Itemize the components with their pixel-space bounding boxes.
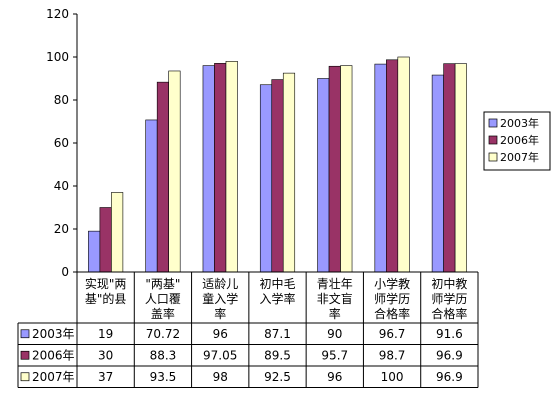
table-legend-key [20,329,30,339]
bar [88,230,101,273]
category-label: 适龄儿 [202,277,238,291]
bar [214,63,227,273]
bar [340,65,353,273]
table-cell-value: 98 [213,370,228,384]
category-label: 基"的县 [85,291,127,306]
table-cell-value: 70.72 [146,327,180,341]
category-label: 盖率 [151,306,175,321]
legend: 2003年 2006年 2007年 [483,111,551,171]
y-tick-label: 40 [54,179,69,193]
bar [111,192,124,273]
table-cell-value: 96.9 [436,348,463,362]
y-tick-label: 80 [54,93,69,107]
table-cell-value: 30 [98,348,113,362]
category-label: 实现"两 [85,276,127,291]
category-label: 率 [329,306,341,321]
bar [386,59,399,273]
category-label: 小学教 [374,276,410,291]
bar [156,81,169,273]
category-label: 师学历 [374,291,410,306]
bar [317,78,330,273]
category-label: 入学率 [259,291,295,306]
legend-label: 2007年 [500,150,539,164]
bar [202,65,215,273]
table-cell-value: 19 [98,327,113,341]
table-cell-value: 90 [327,327,342,341]
category-label: 青壮年 [317,277,353,291]
legend-label: 2003年 [500,116,539,130]
bar [225,60,238,273]
bar [397,56,410,273]
bar [259,84,273,273]
bar [168,70,181,273]
bar [454,63,467,273]
table-cell-value: 96 [213,327,228,341]
category-label: 师学历 [431,291,467,306]
category-label: 合格率 [431,306,467,321]
y-tick-label: 60 [54,136,69,150]
table-cell-value: 37 [98,370,113,384]
table-cell-value: 93.5 [150,370,177,384]
table-cell-value: 91.6 [436,327,463,341]
bar [443,63,456,273]
table-cell-value: 95.7 [321,348,348,362]
bar [374,63,387,273]
y-tick-label: 0 [61,265,69,279]
table-series-name: 2007年 [32,370,75,384]
legend-swatch [488,152,498,162]
legend-label: 2006年 [500,133,539,147]
bar [271,79,284,273]
bars-layer [88,56,467,273]
category-label: 率 [214,306,226,321]
category-label: 非文盲 [317,291,353,306]
legend-swatch [488,118,498,128]
y-tick-label: 120 [46,7,69,21]
category-label: 合格率 [374,306,410,321]
table-cell-value: 89.5 [264,348,291,362]
table-cell-value: 96.9 [436,370,463,384]
table-series-name: 2003年 [32,327,75,341]
y-tick-label: 100 [46,50,69,64]
category-label: 人口覆 [145,292,181,306]
table-cell-value: 88.3 [150,348,177,362]
bar [431,74,444,273]
bar [282,72,296,273]
category-label: 初中教 [431,276,467,291]
table-series-name: 2006年 [32,348,75,362]
table-cell-value: 92.5 [264,370,291,384]
bar [328,65,341,273]
table-cell-value: 96.7 [379,327,406,341]
category-label: 童入学 [202,291,238,306]
table-legend-key [20,350,30,360]
category-label: "两基" [145,277,180,291]
table-cell-value: 98.7 [379,348,406,362]
table-cell-value: 97.05 [203,348,237,362]
legend-swatch [488,135,498,145]
axes-layer: 0 20 40 60 80 100 120 [46,7,478,279]
category-label: 初中毛 [259,276,295,291]
y-tick-label: 20 [54,222,69,236]
table-cell-value: 100 [381,370,404,384]
table-legend-key [20,372,30,382]
bar [145,119,158,273]
bar [99,207,112,273]
data-table: 实现"两基"的县"两基"人口覆盖率适龄儿童入学率初中毛入学率青壮年非文盲率小学教… [17,272,479,388]
table-cell-value: 87.1 [264,327,291,341]
table-cell-value: 96 [327,370,342,384]
